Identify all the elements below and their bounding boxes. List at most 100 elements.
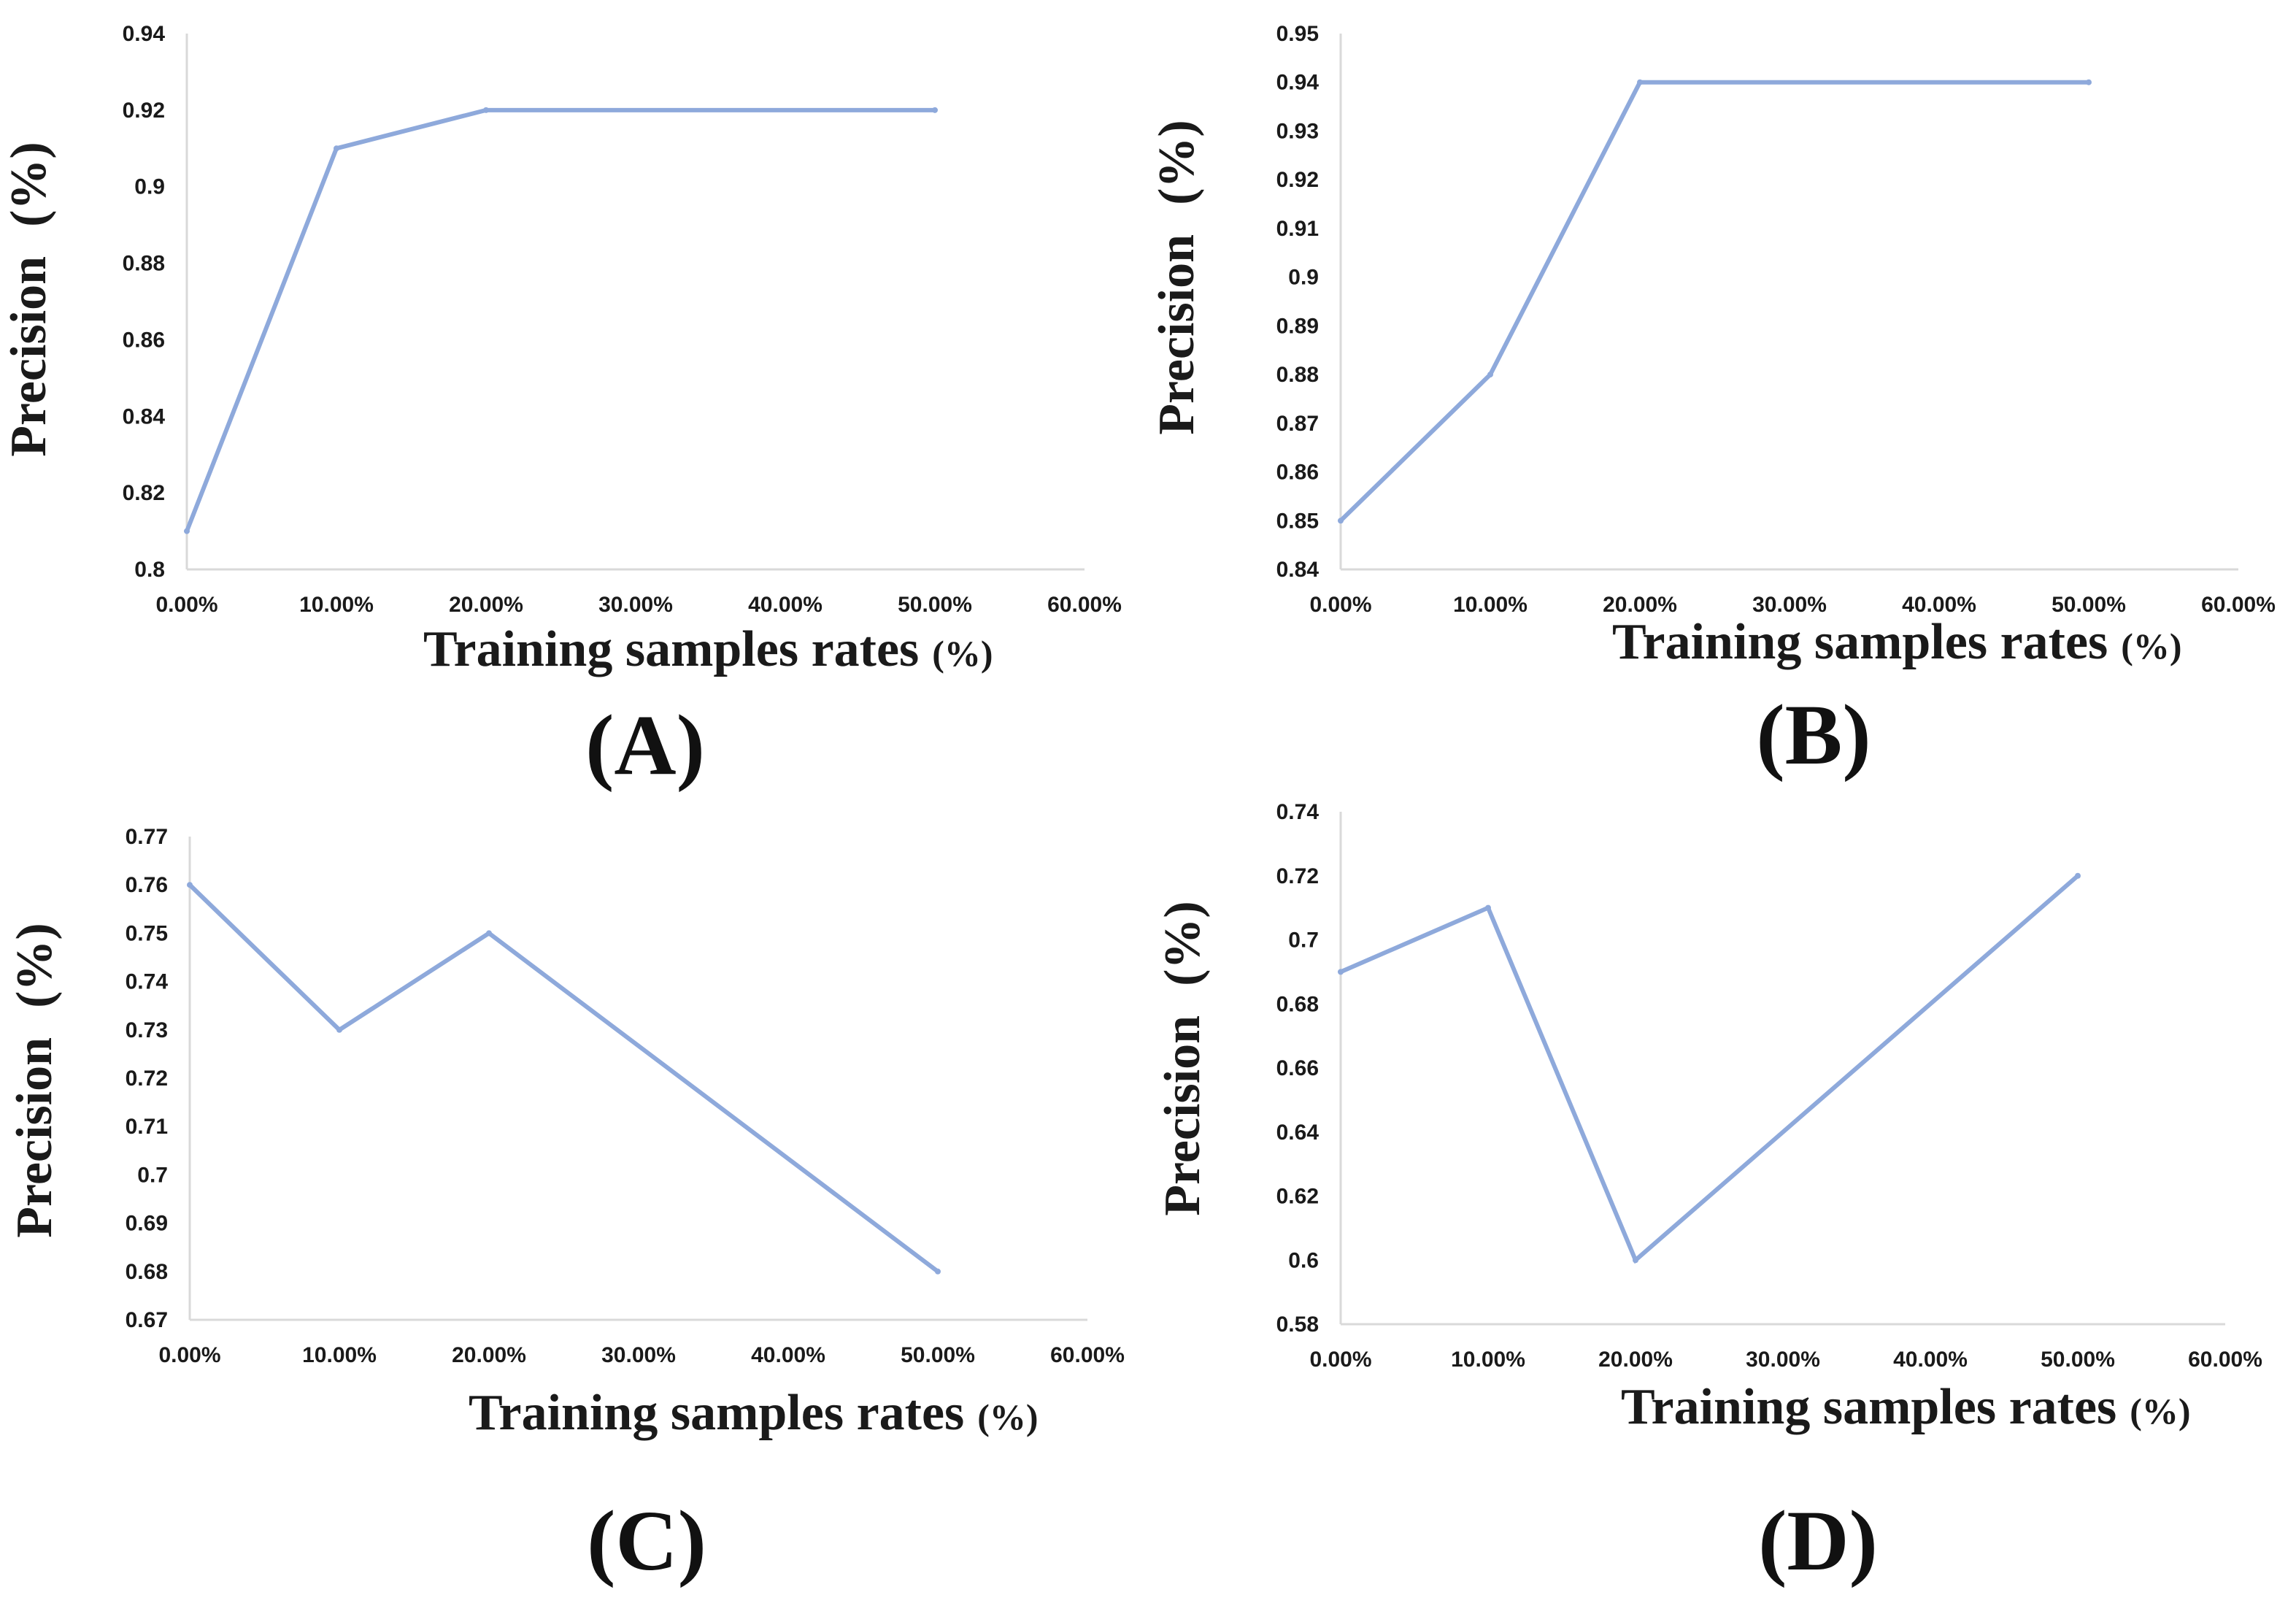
x-tick-label: 30.00% — [601, 1343, 676, 1367]
data-point — [334, 145, 339, 152]
y-tick-label: 0.93 — [1276, 119, 1319, 143]
x-tick-label: 20.00% — [452, 1343, 526, 1367]
x-tick-label: 0.00% — [155, 593, 217, 617]
panel-letter: (C) — [587, 1493, 706, 1588]
y-tick-label: 0.62 — [1276, 1185, 1319, 1209]
y-axis-label: Precision (%) — [7, 923, 63, 1237]
y-tick-label: 0.74 — [1276, 800, 1320, 824]
data-point — [483, 107, 489, 113]
y-axis-label-text: Precision — [1149, 234, 1205, 435]
y-axis-unit: (%) — [7, 923, 63, 1008]
x-tick-label: 0.00% — [1309, 593, 1371, 617]
data-point — [1485, 904, 1491, 911]
series-line — [1339, 874, 2079, 1264]
y-tick-label: 0.86 — [123, 328, 165, 352]
series-line — [185, 107, 935, 532]
x-tick-label: 20.00% — [1598, 1348, 1673, 1372]
y-tick-label: 0.77 — [126, 825, 168, 849]
y-tick-label: 0.94 — [1276, 71, 1320, 95]
y-tick-label: 0.67 — [126, 1308, 168, 1332]
y-axis-label-text: Precision — [1, 256, 57, 457]
x-tick-label: 40.00% — [1893, 1348, 1968, 1372]
x-tick-label: 60.00% — [1047, 593, 1122, 617]
y-tick-label: 0.64 — [1276, 1121, 1320, 1145]
panel-letter: (B) — [1756, 687, 1871, 783]
x-axis-unit: (%) — [2130, 1391, 2190, 1432]
y-tick-label: 0.74 — [126, 970, 169, 994]
y-tick-label: 0.92 — [123, 99, 165, 123]
x-axis-label-text: Training samples rates — [423, 621, 919, 677]
series-line — [1338, 80, 2089, 523]
data-point — [932, 107, 938, 113]
chart-b-svg: 0.84 0.85 0.86 0.87 0.88 0.89 0.9 0.91 0.92 0.93 0… — [1149, 22, 2276, 783]
x-tick-label: 40.00% — [751, 1343, 825, 1367]
chart-a-svg: 0.8 0.82 0.84 0.86 0.88 0.9 0.92 0.94 0.00% 10.00… — [1, 22, 1122, 793]
y-tick-label: 0.89 — [1276, 314, 1319, 338]
data-point — [187, 882, 193, 888]
y-axis-label-text: Precision — [7, 1037, 63, 1238]
x-tick-label: 50.00% — [901, 1343, 975, 1367]
data-point — [2086, 79, 2092, 85]
y-tick-label: 0.88 — [123, 252, 165, 276]
x-axis-label-text: Training samples rates — [1621, 1379, 2116, 1435]
y-tick-label: 0.71 — [126, 1115, 168, 1139]
data-point — [1338, 969, 1344, 975]
x-tick-label: 20.00% — [1603, 593, 1677, 617]
y-tick-label: 0.7 — [1288, 929, 1319, 953]
y-tick-label: 0.9 — [1288, 266, 1319, 290]
x-tick-label: 20.00% — [449, 593, 523, 617]
y-tick-label: 0.8 — [134, 558, 165, 582]
y-tick-label: 0.7 — [137, 1163, 168, 1187]
x-axis-unit: (%) — [2121, 626, 2181, 666]
y-tick-label: 0.6 — [1288, 1248, 1319, 1272]
x-tick-label: 40.00% — [1902, 593, 1976, 617]
x-tick-label: 10.00% — [299, 593, 374, 617]
data-point — [486, 930, 492, 937]
data-point — [935, 1268, 941, 1275]
x-tick-label: 60.00% — [2201, 593, 2276, 617]
x-axis-unit: (%) — [977, 1396, 1038, 1437]
x-axis-label: Training samples rates (%) — [469, 1385, 1039, 1441]
x-tick-label: 10.00% — [1451, 1348, 1525, 1372]
x-tick-label: 30.00% — [1752, 593, 1827, 617]
x-axis-label-text: Training samples rates — [469, 1385, 964, 1441]
chart-c-svg: 0.67 0.68 0.69 0.7 0.71 0.72 0.73 0.74 0.75 0.76 0… — [7, 825, 1125, 1588]
y-tick-label: 0.76 — [126, 873, 168, 897]
x-tick-label: 10.00% — [1453, 593, 1528, 617]
y-axis-unit: (%) — [1, 142, 57, 227]
data-point — [2075, 872, 2081, 879]
chart-d-svg: 0.58 0.6 0.62 0.64 0.66 0.68 0.7 0.72 0.74 0.00% 1… — [1155, 800, 2262, 1588]
x-tick-label: 50.00% — [2041, 1348, 2115, 1372]
y-tick-label: 0.82 — [123, 481, 165, 505]
x-axis-label: Training samples rates (%) — [1612, 614, 2182, 670]
y-axis-unit: (%) — [1155, 901, 1211, 986]
data-point — [184, 528, 190, 534]
panel-letter: (D) — [1758, 1493, 1878, 1588]
y-tick-label: 0.72 — [1276, 864, 1319, 888]
y-tick-label: 0.94 — [123, 22, 166, 46]
y-tick-label: 0.92 — [1276, 168, 1319, 192]
x-tick-label: 30.00% — [1746, 1348, 1820, 1372]
y-axis-label: Precision (%) — [1149, 120, 1205, 434]
data-point — [1338, 518, 1344, 524]
data-point — [336, 1026, 342, 1033]
y-tick-label: 0.68 — [1276, 992, 1319, 1016]
y-tick-label: 0.85 — [1276, 509, 1319, 533]
y-tick-label: 0.66 — [1276, 1056, 1319, 1080]
y-tick-label: 0.68 — [126, 1260, 168, 1284]
chart-panel-d: 0.58 0.6 0.62 0.64 0.66 0.68 0.7 0.72 0.74 0.00% 1… — [1148, 800, 2296, 1606]
x-tick-label: 0.00% — [1309, 1348, 1371, 1372]
y-tick-label: 0.72 — [126, 1067, 168, 1091]
y-axis-label: Precision (%) — [1, 142, 57, 456]
x-tick-label: 50.00% — [898, 593, 972, 617]
y-tick-label: 0.91 — [1276, 217, 1319, 241]
y-tick-label: 0.86 — [1276, 461, 1319, 485]
y-tick-label: 0.75 — [126, 921, 168, 945]
y-tick-label: 0.73 — [126, 1018, 168, 1042]
y-tick-label: 0.88 — [1276, 363, 1319, 387]
y-axis-label: Precision (%) — [1155, 901, 1211, 1215]
data-point — [1633, 1257, 1638, 1264]
y-axis-unit: (%) — [1149, 120, 1205, 205]
x-axis-label: Training samples rates (%) — [423, 621, 993, 677]
panel-letter: (A) — [585, 697, 705, 793]
